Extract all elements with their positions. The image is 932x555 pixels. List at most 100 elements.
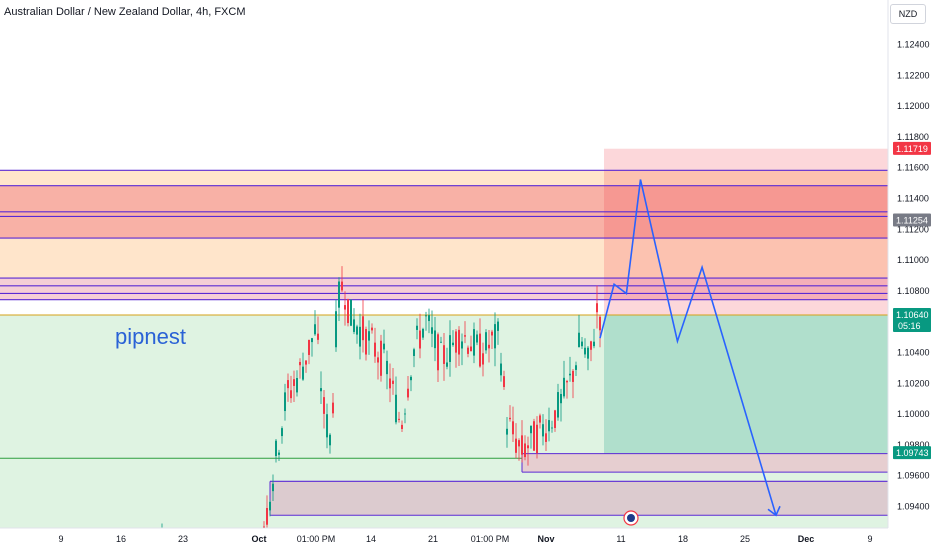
candle-body: [536, 424, 538, 454]
candle-body: [440, 341, 442, 343]
candle-body: [341, 281, 343, 291]
currency-selector[interactable]: NZD: [890, 4, 926, 24]
candle-body: [269, 501, 271, 511]
candle-body: [587, 347, 589, 359]
candle-body: [326, 414, 328, 438]
candle-body: [410, 376, 412, 381]
candle-body: [470, 346, 472, 352]
candle-body: [437, 334, 439, 371]
candle-body: [524, 443, 526, 458]
candle-body: [287, 380, 289, 389]
candle-body: [566, 380, 568, 383]
demand-zone-upper: [522, 453, 888, 473]
price-label-box: [893, 446, 931, 460]
y-tick-label: 1.11600: [897, 163, 929, 173]
candle-body: [275, 440, 277, 457]
price-label: 1.11719: [896, 144, 928, 154]
time-axis: 9 16 23 Oct 01:00 PM 14 21 01:00 PM Nov 11 18 25 Dec…: [0, 527, 932, 550]
y-tick-label: 1.10200: [897, 378, 930, 388]
candle-body: [407, 388, 409, 398]
chart-title: Australian Dollar / New Zealand Dollar, …: [4, 6, 246, 18]
x-tick-label: Dec: [798, 534, 815, 544]
candle-body: [311, 338, 313, 343]
y-tick-label: 1.09800: [897, 440, 930, 450]
x-tick-label: 11: [616, 534, 625, 544]
candle-body: [350, 299, 352, 326]
candle-body: [266, 508, 268, 525]
candle-body: [272, 483, 274, 492]
stop-loss-zone: [604, 148, 888, 316]
candle-body: [347, 299, 349, 324]
y-tick-label: 1.09400: [897, 502, 930, 512]
y-tick-label: 1.10000: [897, 409, 930, 419]
price-label: 1.11254: [896, 215, 928, 225]
event-marker-flag: [627, 514, 635, 522]
candle-body: [392, 380, 394, 384]
x-tick-label: 14: [366, 534, 376, 544]
y-tick-label: 1.11000: [897, 255, 929, 265]
time-axis-bg: [0, 528, 932, 550]
candle-body: [404, 413, 406, 415]
y-tick-label: 1.11200: [897, 224, 929, 234]
candle-body: [539, 415, 541, 423]
x-tick-label: 01:00 PM: [471, 534, 510, 544]
price-label: 1.09743: [896, 448, 929, 458]
price-label-box: [893, 213, 931, 227]
candle-body: [512, 421, 514, 435]
candle-body: [497, 321, 499, 331]
y-tick-label: 1.11800: [897, 132, 929, 142]
candle-body: [320, 388, 322, 392]
candle-body: [383, 343, 385, 350]
candle-body: [359, 326, 361, 347]
candle-body: [365, 329, 367, 355]
candle-body: [494, 324, 496, 349]
candle-body: [563, 377, 565, 397]
candle-body: [431, 327, 433, 334]
candle-body: [353, 319, 355, 332]
candle-body: [416, 325, 418, 330]
candle-body: [485, 332, 487, 351]
candle-body: [425, 315, 427, 317]
candle-body: [467, 347, 469, 354]
candle-body: [305, 360, 307, 365]
y-tick-label: 1.11400: [897, 194, 929, 204]
projection-arrowhead: [767, 505, 781, 517]
candle-body: [473, 329, 475, 356]
y-tick-label: 1.09600: [897, 471, 930, 481]
price-label-box: [893, 308, 931, 333]
candle-body: [263, 526, 265, 528]
candle-body: [293, 379, 295, 386]
candle-body: [446, 362, 448, 367]
candle-body: [422, 328, 424, 338]
y-tick-label: 1.10800: [897, 286, 930, 296]
candle-body: [599, 316, 601, 331]
candle-body: [314, 324, 316, 335]
candle-body: [578, 332, 580, 348]
candle-body: [545, 433, 547, 442]
candle-body: [548, 420, 550, 432]
candle-body: [317, 333, 319, 340]
candle-body: [479, 333, 481, 367]
candle-body: [296, 378, 298, 393]
plot-area: pipnest: [0, 148, 888, 536]
candle-body: [278, 452, 280, 455]
candle-body: [389, 378, 391, 389]
x-tick-label: Nov: [537, 534, 554, 544]
candle-body: [560, 393, 562, 404]
candle-body: [302, 366, 304, 380]
candle-body: [500, 363, 502, 376]
x-tick-label: 18: [678, 534, 688, 544]
candle-body: [503, 376, 505, 387]
candle-body: [299, 361, 301, 366]
candle-body: [344, 305, 346, 310]
candle-body: [386, 360, 388, 375]
candle-body: [308, 339, 310, 355]
candle-body: [584, 347, 586, 355]
candle-body: [395, 394, 397, 423]
candle-body: [401, 424, 403, 429]
candle-body: [434, 330, 436, 349]
candle-body: [413, 349, 415, 356]
candle-body: [398, 418, 400, 420]
